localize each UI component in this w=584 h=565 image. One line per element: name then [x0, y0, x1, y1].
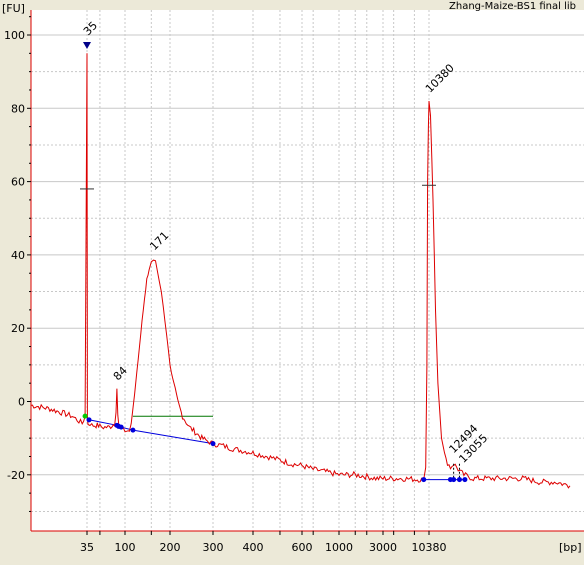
- y-tick-label: 20: [11, 322, 25, 335]
- axes: -20 0 20 40 60 80 100 [FU] 35 100 200 300 400 600 1000…: [2, 2, 584, 554]
- x-tick-label: 10380: [412, 541, 447, 554]
- peak-marker-dot: [421, 477, 427, 483]
- peak-marker-dot: [86, 417, 92, 423]
- y-tick-label: 60: [11, 176, 25, 189]
- peak-marker-dot: [451, 477, 457, 483]
- x-tick-label: 3000: [369, 541, 397, 554]
- x-tick-label: 35: [80, 541, 94, 554]
- x-tick-label: 100: [115, 541, 136, 554]
- chart-title: Zhang-Maize-BS1 final lib: [449, 1, 576, 12]
- y-axis-label: [FU]: [2, 2, 25, 15]
- y-tick-label: 100: [4, 29, 25, 42]
- x-axis-label: [bp]: [559, 541, 582, 554]
- series-layer: [30, 41, 571, 489]
- grid: [31, 10, 584, 531]
- plot-area: [31, 10, 584, 531]
- x-tick-label: 1000: [325, 541, 353, 554]
- peak-marker-dot: [82, 413, 88, 419]
- peak-marker-dot: [130, 427, 136, 433]
- lower-marker-triangle: [83, 41, 91, 49]
- y-tick-label: 80: [11, 102, 25, 115]
- y-tick-label: 0: [18, 396, 25, 409]
- x-tick-label: 200: [160, 541, 181, 554]
- peak-marker-dot: [456, 477, 462, 483]
- x-tick-label: 400: [243, 541, 264, 554]
- signal-trace: [30, 53, 571, 489]
- peak-marker-dot: [210, 441, 216, 447]
- x-tick-label: 600: [292, 541, 313, 554]
- x-tick-label: 300: [203, 541, 224, 554]
- y-tick-label: 40: [11, 249, 25, 262]
- peak-marker-dot: [118, 424, 124, 430]
- peak-marker-dot: [462, 477, 468, 483]
- y-tick-label: -20: [7, 469, 25, 482]
